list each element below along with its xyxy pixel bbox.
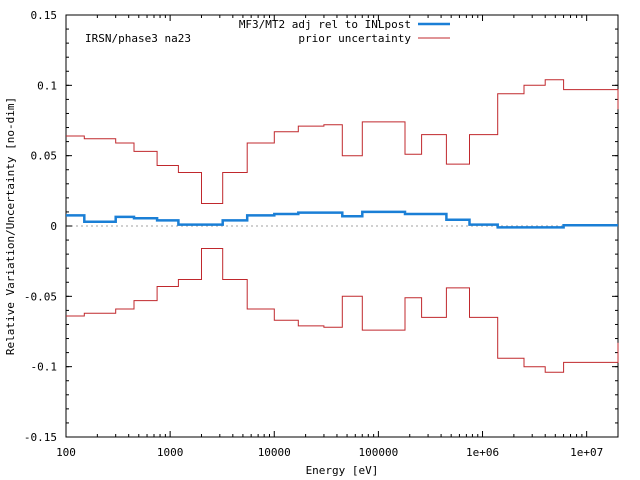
chart-legend: MF3/MT2 adj rel to INLpost prior uncerta… (239, 18, 450, 45)
x-axis-title: Energy [eV] (306, 464, 379, 477)
y-tick-label: 0 (50, 220, 57, 233)
y-tick-label: 0.05 (31, 150, 58, 163)
x-tick-label: 1000 (157, 446, 184, 459)
chart-annotation: IRSN/phase3 na23 (85, 32, 191, 45)
y-tick-label: -0.1 (31, 361, 58, 374)
y-tick-label: 0.15 (31, 9, 58, 22)
legend-label-prior-uncertainty: prior uncertainty (298, 32, 411, 45)
series-layer (66, 79, 619, 373)
x-tick-label: 10000 (258, 446, 291, 459)
axis-ticks: 0.15 0.1 0.05 0 -0.05 -0.1 -0.15 100 1000 10000 10… (24, 9, 619, 459)
y-axis-title: Relative Variation/Uncertainty [no-dim] (4, 97, 17, 355)
series-prior-uncertainty-lower (66, 248, 619, 373)
x-tick-label: 100 (56, 446, 76, 459)
series-adjustment (66, 210, 618, 229)
y-tick-label: -0.15 (24, 431, 57, 444)
x-tick-label: 100000 (359, 446, 399, 459)
y-tick-label: 0.1 (37, 79, 57, 92)
x-tick-label: 1e+06 (466, 446, 499, 459)
x-tick-label: 1e+07 (570, 446, 603, 459)
y-tick-label: -0.05 (24, 290, 57, 303)
series-prior-uncertainty-upper (66, 79, 619, 204)
legend-label-adjustment: MF3/MT2 adj rel to INLpost (239, 18, 411, 31)
